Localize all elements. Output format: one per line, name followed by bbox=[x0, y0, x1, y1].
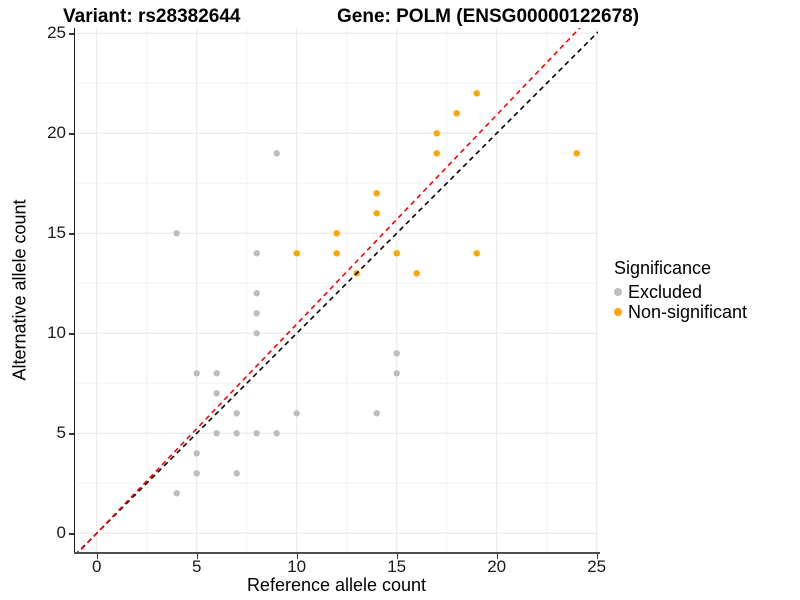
y-tick-label: 0 bbox=[56, 523, 66, 543]
data-point-excluded bbox=[193, 450, 200, 457]
x-axis-title: Reference allele count bbox=[246, 575, 427, 595]
legend: Significance Excluded Non-significant bbox=[614, 258, 747, 322]
y-axis-title: Alternative allele count bbox=[9, 199, 30, 381]
data-point-excluded bbox=[213, 390, 220, 397]
data-point-non-significant bbox=[413, 270, 420, 277]
data-point-non-significant bbox=[373, 210, 380, 217]
legend-item-label: Excluded bbox=[628, 281, 703, 302]
y-tick-mark bbox=[68, 433, 74, 435]
data-point-excluded bbox=[253, 290, 260, 297]
y-tick-label: 25 bbox=[47, 23, 66, 43]
data-point-non-significant bbox=[393, 250, 400, 257]
data-point-non-significant bbox=[473, 250, 480, 257]
data-point-non-significant bbox=[433, 150, 440, 157]
plot-panel bbox=[75, 28, 598, 552]
data-point-excluded bbox=[293, 410, 300, 417]
x-axis-line bbox=[73, 551, 600, 554]
data-point-excluded bbox=[373, 410, 380, 417]
y-tick-label: 10 bbox=[47, 323, 66, 343]
y-tick-mark bbox=[68, 533, 74, 535]
data-point-excluded bbox=[213, 430, 220, 437]
plot-title-gene: Gene: POLM (ENSG00000122678) bbox=[337, 6, 640, 27]
legend-item-label: Non-significant bbox=[628, 301, 748, 322]
data-point-excluded bbox=[233, 410, 240, 417]
data-point-excluded bbox=[253, 250, 260, 257]
x-tick-mark bbox=[96, 553, 99, 559]
data-point-excluded bbox=[393, 370, 400, 377]
data-point-excluded bbox=[273, 430, 280, 437]
y-tick-mark bbox=[68, 133, 74, 135]
x-tick-label: 25 bbox=[587, 557, 607, 576]
legend-item-excluded: Excluded bbox=[614, 282, 747, 302]
legend-item-non-significant: Non-significant bbox=[614, 302, 747, 322]
data-point-excluded bbox=[193, 370, 200, 377]
data-point-excluded bbox=[213, 370, 220, 377]
data-point-excluded bbox=[193, 470, 200, 477]
x-tick-mark bbox=[296, 553, 299, 559]
x-tick-label: 0 bbox=[91, 557, 102, 576]
x-tick-label: 15 bbox=[387, 557, 407, 576]
plot-title-variant: Variant: rs28382644 bbox=[63, 6, 241, 27]
y-tick-mark bbox=[68, 233, 74, 235]
x-tick-label: 5 bbox=[191, 557, 202, 576]
data-point-excluded bbox=[273, 150, 280, 157]
data-point-excluded bbox=[253, 430, 260, 437]
data-point-non-significant bbox=[333, 230, 340, 237]
data-point-excluded bbox=[173, 230, 180, 237]
data-point-excluded bbox=[253, 310, 260, 317]
x-tick-label: 10 bbox=[287, 557, 307, 576]
x-tick-mark bbox=[496, 553, 499, 559]
legend-title: Significance bbox=[614, 258, 712, 278]
data-point-non-significant bbox=[373, 190, 380, 197]
x-tick-mark bbox=[196, 553, 199, 559]
excluded-dot-icon bbox=[614, 288, 622, 296]
data-point-non-significant bbox=[453, 110, 460, 117]
data-point-non-significant bbox=[333, 250, 340, 257]
non-significant-dot-icon bbox=[614, 308, 622, 316]
data-point-excluded bbox=[253, 330, 260, 337]
x-tick-mark bbox=[596, 553, 599, 559]
data-point-non-significant bbox=[293, 250, 300, 257]
data-point-non-significant bbox=[573, 150, 580, 157]
x-tick-mark bbox=[396, 553, 399, 559]
data-point-excluded bbox=[393, 350, 400, 357]
identity-dashed-line bbox=[76, 31, 598, 552]
data-point-non-significant bbox=[473, 90, 480, 97]
data-point-excluded bbox=[233, 430, 240, 437]
y-tick-label: 5 bbox=[56, 423, 66, 443]
data-point-excluded bbox=[173, 490, 180, 497]
y-tick-label: 15 bbox=[47, 223, 66, 243]
x-tick-label: 20 bbox=[487, 557, 507, 576]
y-axis-line bbox=[73, 28, 75, 553]
fit-dashed-line bbox=[77, 28, 581, 552]
y-tick-mark bbox=[68, 33, 74, 35]
data-point-non-significant bbox=[433, 130, 440, 137]
scatter-canvas bbox=[75, 28, 598, 552]
y-tick-label: 20 bbox=[47, 123, 66, 143]
y-tick-mark bbox=[68, 333, 74, 335]
data-point-excluded bbox=[233, 470, 240, 477]
